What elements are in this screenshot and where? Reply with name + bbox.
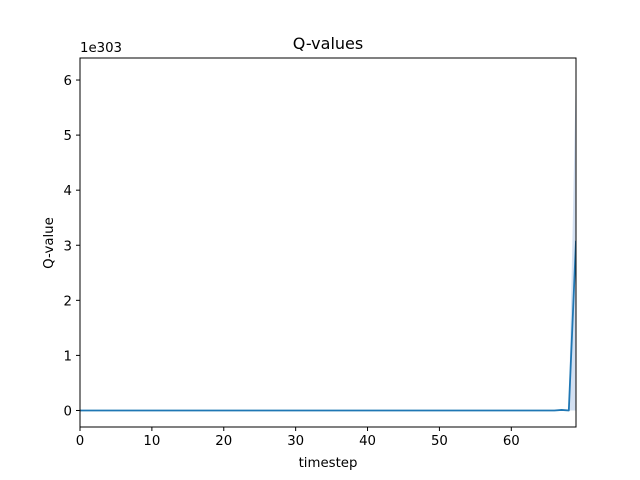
y-tick-label-6: 6 (64, 74, 72, 89)
x-tick-label-20: 20 (215, 434, 232, 449)
y-tick-label-3: 3 (64, 239, 72, 254)
y-tick-label-1: 1 (64, 349, 72, 364)
y-tick-label-0: 0 (64, 404, 72, 419)
x-tick-label-40: 40 (359, 434, 376, 449)
y-tick-label-4: 4 (64, 184, 72, 199)
x-tick-label-0: 0 (76, 434, 84, 449)
x-axis-label: timestep (299, 456, 358, 471)
chart-title: Q-values (293, 34, 363, 53)
y-offset-label: 1e303 (80, 41, 122, 56)
series-0-line (80, 240, 576, 412)
y-tick-label-5: 5 (64, 129, 72, 144)
axes: 0 10 20 30 40 50 60 0 1 2 3 4 5 6 (64, 57, 577, 449)
y-tick-label-2: 2 (64, 294, 72, 309)
x-tick-label-60: 60 (503, 434, 520, 449)
x-tick-label-30: 30 (287, 434, 304, 449)
axes-frame (79, 57, 577, 428)
plot-area (80, 69, 576, 412)
x-tick-label-10: 10 (143, 434, 160, 449)
x-tick-label-50: 50 (431, 434, 448, 449)
y-axis-label: Q-value (42, 217, 57, 269)
